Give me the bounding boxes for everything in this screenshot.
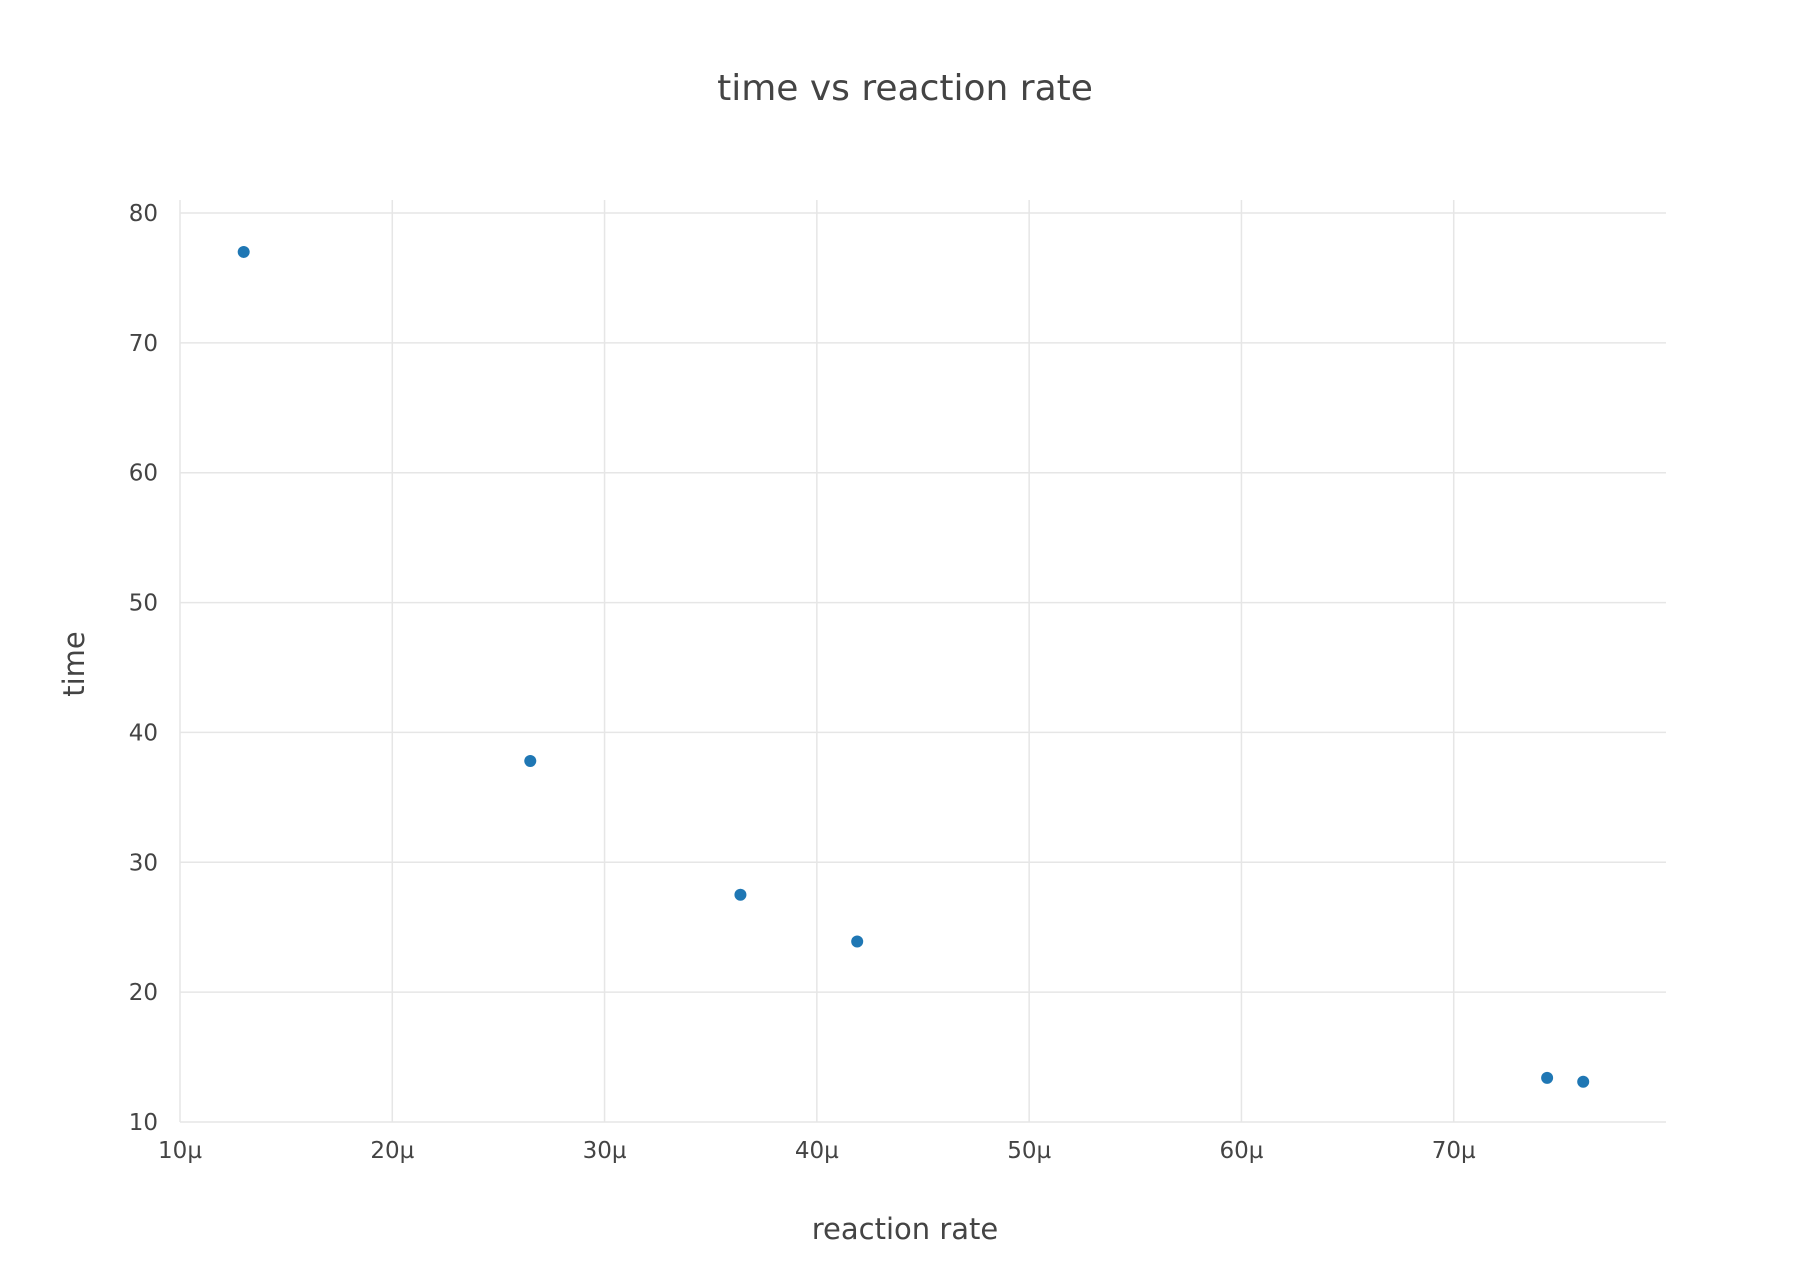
x-tick-label: 50µ: [1007, 1138, 1051, 1164]
y-axis-ticks: 10 20 30 40 50 60 70 80: [129, 201, 158, 1136]
data-point: [1577, 1075, 1590, 1088]
x-axis-ticks: 10µ 20µ 30µ 40µ 50µ 60µ 70µ: [158, 1138, 1476, 1164]
x-tick-label: 70µ: [1432, 1138, 1476, 1164]
y-tick-label: 20: [129, 980, 158, 1006]
data-point: [237, 245, 250, 258]
y-tick-label: 70: [129, 331, 158, 357]
y-tick-label: 40: [129, 720, 158, 746]
grid: [179, 200, 1666, 1123]
x-tick-label: 10µ: [158, 1138, 202, 1164]
y-tick-label: 50: [129, 591, 158, 617]
data-points: [237, 245, 1590, 1088]
y-tick-label: 80: [129, 201, 158, 227]
y-tick-label: 10: [129, 1110, 158, 1136]
data-point: [1541, 1071, 1554, 1084]
x-axis-title: reaction rate: [812, 1212, 999, 1246]
x-tick-label: 40µ: [795, 1138, 839, 1164]
data-point: [851, 935, 864, 948]
x-tick-label: 30µ: [583, 1138, 627, 1164]
data-point: [524, 754, 537, 767]
x-tick-label: 60µ: [1219, 1138, 1263, 1164]
y-axis-title: time: [57, 631, 91, 697]
x-tick-label: 20µ: [370, 1138, 414, 1164]
y-tick-label: 30: [129, 850, 158, 876]
chart-title: time vs reaction rate: [717, 68, 1093, 109]
data-point: [734, 888, 747, 901]
y-tick-label: 60: [129, 461, 158, 487]
